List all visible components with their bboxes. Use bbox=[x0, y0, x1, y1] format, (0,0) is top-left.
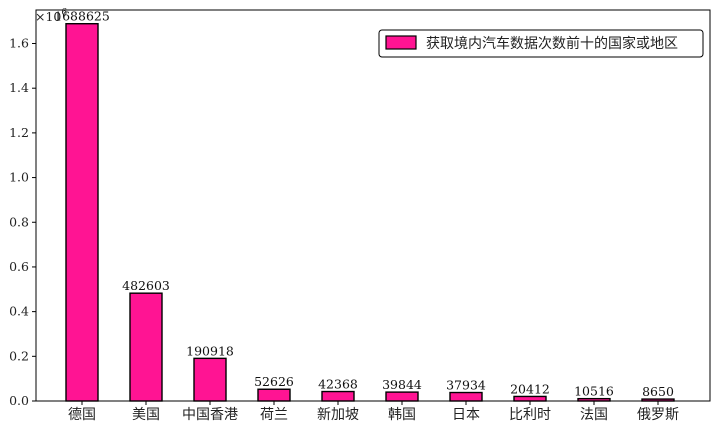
bar-5 bbox=[321, 390, 355, 402]
x-axis-ticks: 德国 美国 中国香港 荷兰 新加坡 韩国 日本 比利时 法国 俄罗斯 bbox=[68, 401, 679, 423]
value-label-10: 8650 bbox=[642, 384, 674, 399]
y-axis-ticks: 0.0 0.2 0.4 0.6 0.8 1.0 1.2 1.4 1.6 bbox=[9, 36, 36, 408]
y-multiplier-exp: 6 bbox=[61, 8, 67, 18]
axes bbox=[35, 9, 711, 402]
value-label-2: 482603 bbox=[122, 278, 170, 293]
y-tick-label-2: 0.2 bbox=[9, 348, 29, 363]
value-label-3: 190918 bbox=[186, 343, 234, 358]
plot-frame bbox=[35, 9, 711, 402]
value-label-4: 52626 bbox=[254, 374, 294, 389]
y-tick-label-4: 0.6 bbox=[9, 259, 29, 274]
legend: 获取境内汽车数据次数前十的国家或地区 bbox=[378, 29, 704, 58]
y-tick-label-3: 0.4 bbox=[9, 304, 29, 319]
y-tick-label-5: 0.8 bbox=[9, 214, 29, 229]
value-label-9: 10516 bbox=[574, 384, 614, 399]
x-tick-label-1: 德国 bbox=[68, 407, 96, 423]
value-label-1: 1688625 bbox=[54, 9, 110, 24]
x-tick-label-5: 新加坡 bbox=[317, 407, 359, 423]
legend-label: 获取境内汽车数据次数前十的国家或地区 bbox=[426, 35, 678, 52]
bar-6 bbox=[385, 391, 419, 402]
value-label-5: 42368 bbox=[318, 377, 358, 392]
bars-layer bbox=[65, 23, 675, 402]
y-axis-multiplier: ×106 bbox=[35, 8, 67, 24]
legend-swatch bbox=[385, 35, 417, 50]
bar-4 bbox=[257, 388, 291, 402]
bar-1 bbox=[65, 23, 99, 402]
x-tick-label-2: 美国 bbox=[132, 407, 160, 423]
y-tick-label-8: 1.4 bbox=[9, 80, 29, 95]
value-label-8: 20412 bbox=[510, 381, 550, 396]
x-tick-label-10: 俄罗斯 bbox=[637, 407, 679, 423]
x-tick-label-7: 日本 bbox=[452, 407, 480, 423]
value-label-7: 37934 bbox=[446, 378, 486, 393]
y-multiplier-base: ×10 bbox=[35, 9, 61, 24]
bar-3 bbox=[193, 357, 227, 402]
x-tick-label-9: 法国 bbox=[580, 407, 608, 423]
y-tick-label-6: 1.0 bbox=[9, 170, 29, 185]
x-tick-label-8: 比利时 bbox=[509, 407, 551, 423]
bar-8 bbox=[513, 395, 547, 402]
bar-7 bbox=[449, 391, 483, 402]
x-tick-label-6: 韩国 bbox=[388, 407, 416, 423]
value-label-6: 39844 bbox=[382, 377, 422, 392]
legend-frame bbox=[378, 29, 704, 58]
y-tick-label-7: 1.2 bbox=[9, 125, 29, 140]
y-tick-label-9: 1.6 bbox=[9, 36, 29, 51]
x-tick-label-4: 荷兰 bbox=[260, 407, 288, 423]
y-tick-label-1: 0.0 bbox=[9, 393, 29, 408]
x-tick-label-3: 中国香港 bbox=[182, 407, 238, 423]
bar-2 bbox=[129, 292, 163, 402]
value-labels-layer: 1688625 482603 190918 52626 42368 39844 37934 2… bbox=[54, 9, 674, 399]
